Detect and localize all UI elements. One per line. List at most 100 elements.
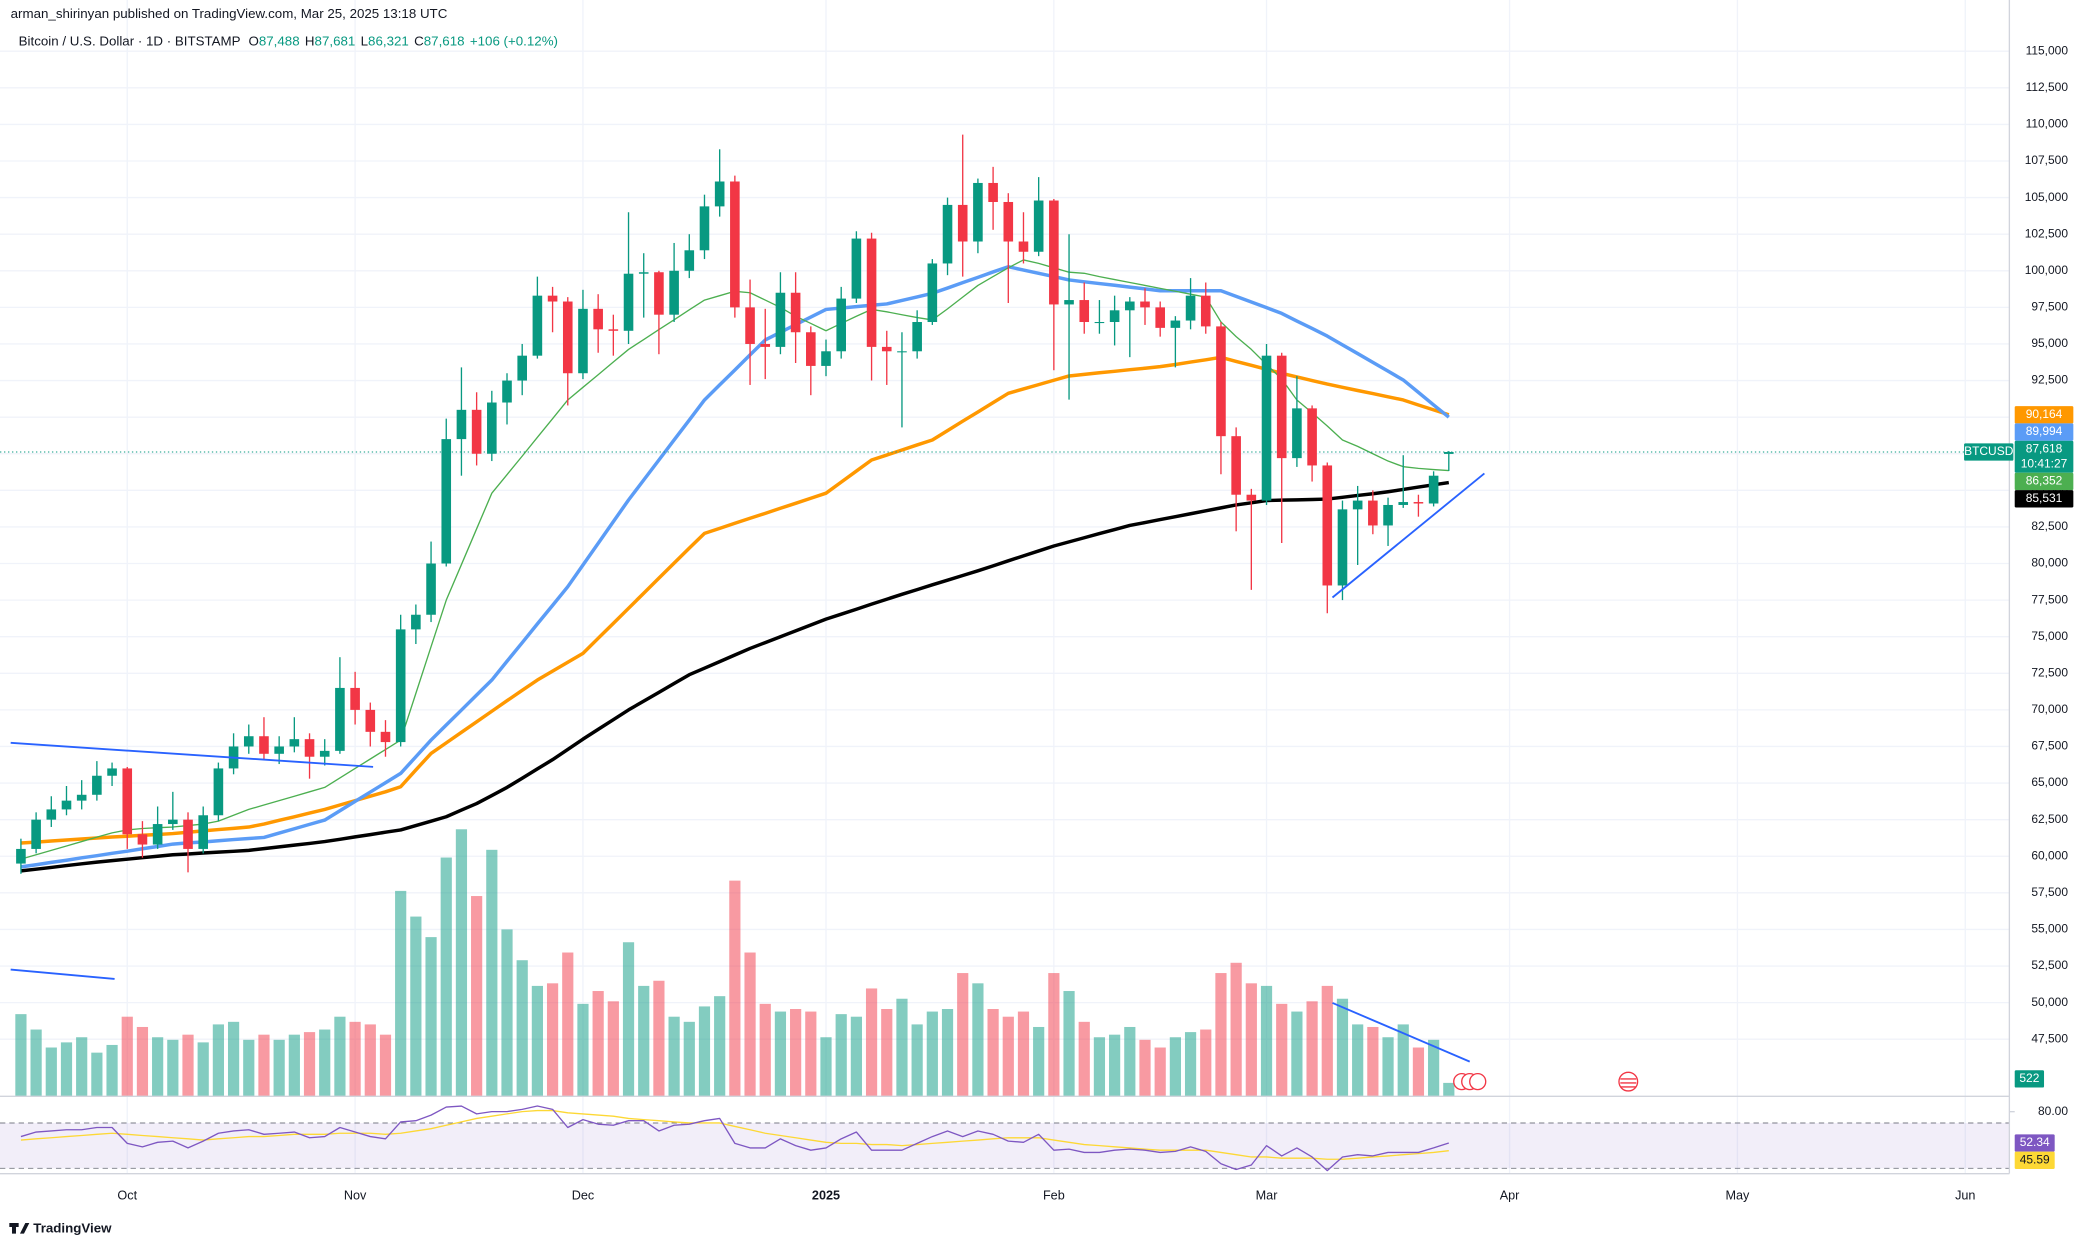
trend-line — [10, 741, 374, 768]
volume-bar — [653, 980, 665, 1097]
candle-body — [213, 768, 224, 816]
volume-bar — [410, 916, 422, 1097]
candle-body — [243, 736, 254, 747]
volume-bar — [957, 973, 969, 1097]
volume-bar — [15, 1014, 27, 1097]
candle-body — [897, 351, 907, 353]
volume-bar — [607, 1001, 619, 1097]
candle-body — [1368, 500, 1378, 526]
value-tag-text: 90,164 — [2026, 407, 2063, 421]
candle-body — [714, 181, 725, 207]
volume-bar — [744, 952, 756, 1097]
grid — [0, 0, 2010, 1174]
candle-body — [1049, 200, 1059, 305]
ohlc-key: L — [361, 33, 368, 48]
volume-bar — [1352, 1024, 1364, 1097]
value-tag — [2014, 472, 2074, 491]
candle-body — [274, 746, 284, 754]
trend-line — [1331, 472, 1485, 599]
candle-body — [957, 204, 968, 242]
volume-bar — [197, 1042, 209, 1097]
candle-body — [1018, 241, 1029, 252]
volume-bar — [288, 1034, 300, 1097]
candle-body — [988, 182, 998, 202]
volume-bar — [683, 1021, 695, 1097]
axis-labels: 47,500 50,000 52,500 55,000 57,500 60,000 62,5… — [117, 43, 2074, 1203]
candle-body — [426, 563, 436, 615]
candle-body — [1337, 509, 1348, 586]
volume-bar — [1276, 1003, 1288, 1097]
candle-body — [502, 380, 512, 403]
candle-body — [1383, 504, 1393, 526]
publisher: arman_shirinyan published on TradingView… — [11, 6, 448, 21]
volume-bar — [349, 1021, 361, 1097]
x-tick-label: Apr — [1500, 1189, 1520, 1203]
trend-line — [1332, 1002, 1471, 1063]
candle-body — [1261, 355, 1272, 501]
ohlc-value: 87,488 — [259, 33, 300, 48]
volume-bar — [835, 1014, 847, 1097]
volume-bar — [121, 1016, 133, 1097]
y-tick-label: 50,000 — [2031, 995, 2068, 1009]
moving-average — [20, 480, 1450, 873]
candle-body — [152, 824, 163, 845]
candle-body — [1276, 355, 1287, 459]
event-icon[interactable] — [1618, 1071, 1639, 1092]
volume-bar — [516, 960, 528, 1097]
candle-body — [745, 307, 755, 344]
candle-body — [183, 819, 193, 849]
y-tick-label: 47,500 — [2031, 1031, 2068, 1045]
price-tag-value: 87,618 — [2026, 442, 2063, 456]
candle-body — [1413, 502, 1424, 504]
volume-bar — [1245, 983, 1257, 1097]
volume-bar — [45, 1047, 57, 1097]
volume-bar — [501, 929, 513, 1097]
x-tick-label: Mar — [1256, 1189, 1278, 1203]
volume-bar — [1321, 985, 1333, 1097]
value-tag — [2014, 490, 2074, 508]
value-tag — [2014, 406, 2074, 424]
candle-body — [1292, 408, 1302, 459]
value-tag-text: 86,352 — [2026, 474, 2063, 488]
price-tag — [2014, 440, 2074, 473]
ohlc-key: O — [248, 33, 258, 48]
moving-average — [20, 265, 1450, 869]
volume-bar — [1215, 973, 1227, 1097]
volume-bar — [212, 1024, 224, 1097]
volume-bar — [1443, 1082, 1455, 1097]
candle-body — [16, 848, 26, 864]
footer-logo: TradingView — [9, 1221, 112, 1236]
candle-body — [684, 250, 695, 271]
candle-body — [1125, 301, 1135, 311]
value-tag-text: 522 — [2019, 1071, 2039, 1085]
volume-bar — [364, 1024, 376, 1097]
candle-body — [654, 272, 664, 315]
volume-bar — [698, 1006, 711, 1097]
volume-bar — [805, 1011, 817, 1097]
value-tag — [2014, 1134, 2055, 1152]
candle-body — [380, 731, 391, 743]
volume-bar — [30, 1029, 42, 1097]
y-tick-label: 72,500 — [2031, 665, 2068, 679]
candle-body — [912, 322, 922, 352]
volume-bar — [152, 1037, 164, 1097]
event-icon[interactable] — [1469, 1072, 1487, 1091]
y-tick-label: 67,500 — [2031, 739, 2068, 753]
volume-bar — [638, 985, 650, 1097]
ohlc-key: H — [305, 33, 315, 48]
volume-bar — [486, 849, 498, 1097]
volume-bar — [1230, 962, 1242, 1097]
volume-bar — [136, 1026, 149, 1097]
volume-bar — [531, 985, 543, 1097]
symbol-tag — [1964, 443, 2014, 461]
candle-body — [31, 819, 41, 849]
volume-bar — [941, 1009, 954, 1097]
candle-body — [699, 206, 710, 251]
candle-body — [1185, 295, 1196, 321]
ohlc-value: 87,681 — [315, 33, 356, 48]
candle-body — [851, 238, 862, 299]
candles — [16, 134, 1454, 874]
volume-bar — [273, 1039, 285, 1097]
volume-bar — [577, 1003, 589, 1097]
